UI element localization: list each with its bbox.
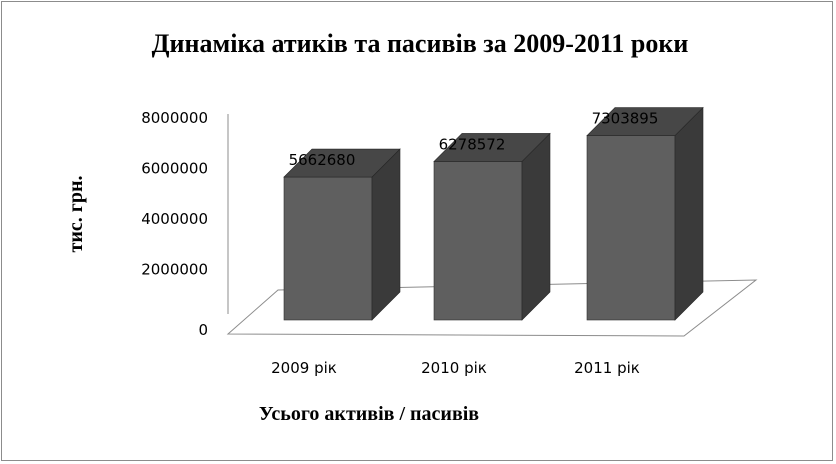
x-tick-label: 2010 рік (421, 359, 487, 377)
x-axis-title: Усього активів / пасивів (259, 403, 479, 425)
data-label: 5662680 (289, 151, 356, 169)
bar (283, 148, 401, 321)
y-tick-label: 2000000 (141, 261, 208, 279)
x-tick-label: 2009 рік (271, 359, 337, 377)
axes-group: 0 2000000 4000000 6000000 8000000 (141, 109, 758, 339)
y-tick-label: 4000000 (141, 210, 208, 228)
y-tick-label: 8000000 (141, 109, 208, 127)
bar-top-face (433, 133, 551, 162)
bar-front-face (586, 135, 676, 321)
y-axis-title: тис. грн. (65, 176, 87, 253)
bar-front-face (433, 161, 523, 321)
bar-side-face (521, 132, 551, 321)
y-tick-label: 0 (198, 321, 208, 339)
y-tick-label: 6000000 (141, 160, 208, 178)
bar (433, 132, 551, 321)
chart-floor (226, 279, 758, 337)
bar (586, 106, 704, 321)
bar-side-face (371, 148, 401, 321)
bar-top-face (283, 148, 401, 178)
bars-group (283, 106, 704, 321)
bar-front-face (283, 176, 373, 321)
bar-top-face (586, 107, 704, 136)
data-label: 6278572 (439, 135, 506, 153)
chart-title: Динаміка атиків та пасивів за 2009-2011 … (152, 29, 689, 58)
data-label: 7303895 (592, 110, 659, 128)
axis-titles: тис. грн. Усього активів / пасивів (65, 176, 479, 425)
chart-title-group: Динаміка атиків та пасивів за 2009-2011 … (152, 29, 689, 58)
x-tick-label: 2011 рік (574, 359, 640, 377)
labels-group: 5662680 2009 рік 6278572 2010 рік 7303895 201… (271, 110, 658, 377)
bar-side-face (674, 106, 704, 321)
